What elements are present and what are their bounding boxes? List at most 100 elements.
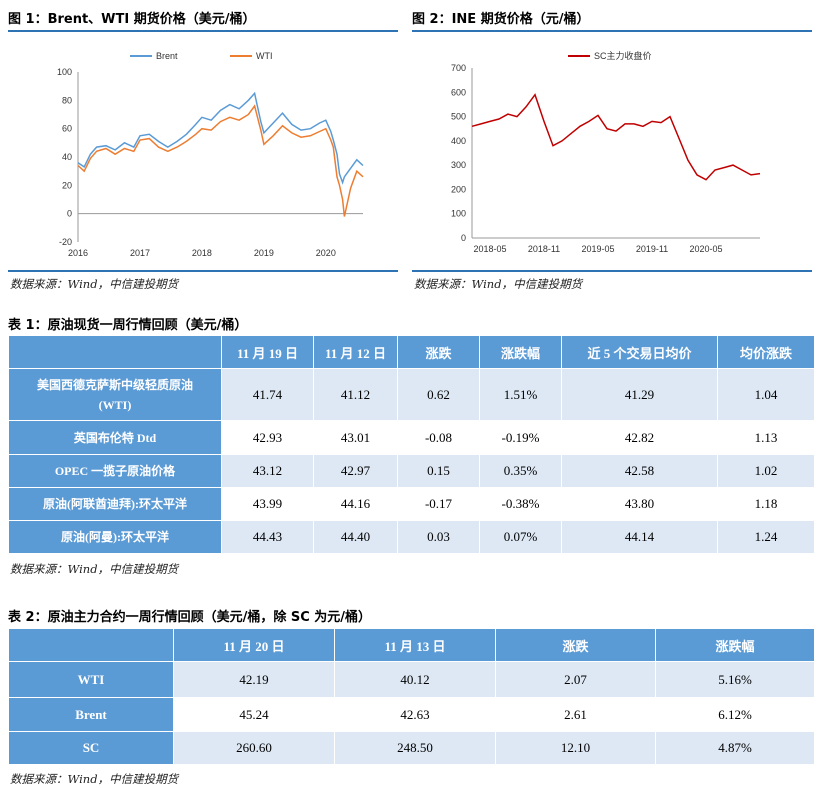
table-cell: 43.80 [561,487,718,521]
table-cell: 42.19 [173,661,335,698]
figure2-bottom-rule [412,270,812,272]
legend-label: Brent [156,51,178,61]
x-tick-label: 2019 [254,248,274,258]
table-cell: 0.62 [397,368,480,421]
table1: 11 月 19 日 11 月 12 日 涨跌 涨跌幅 近 5 个交易日均价 均价… [8,335,815,554]
table-cell: 1.51% [479,368,562,421]
table-cell: 43.01 [313,420,398,455]
series-line [471,93,761,181]
table1-source: 数据来源：Wind，中信建投期货 [10,562,179,576]
table-cell: 42.58 [561,454,718,488]
table-cell: 0.03 [397,520,480,554]
table1-header-cell: 11 月 12 日 [313,335,398,369]
table-cell: -0.17 [397,487,480,521]
table-cell: 1.04 [717,368,815,421]
y-tick-label: 700 [451,63,466,73]
table-cell: 41.74 [221,368,314,421]
y-tick-label: 600 [451,87,466,97]
y-tick-label: 20 [62,180,72,190]
y-tick-label: 400 [451,136,466,146]
y-tick-label: 100 [57,67,72,77]
table-cell: 1.13 [717,420,815,455]
row-label-line1: 美国西德克萨斯中级轻质原油 [36,377,193,392]
table2-header-cell: 涨跌幅 [655,628,815,662]
table2-header-row: 11 月 20 日 11 月 13 日 涨跌 涨跌幅 [8,628,815,662]
row-label: WTI [8,661,174,698]
table-cell: 2.61 [495,697,656,732]
row-label: 原油(阿联酋迪拜):环太平洋 [8,487,222,521]
table1-header-cell: 均价涨跌 [717,335,815,369]
table-cell: 43.99 [221,487,314,521]
table2-source: 数据来源：Wind，中信建投期货 [10,772,179,786]
series-line [77,104,364,217]
x-tick-label: 2018 [192,248,212,258]
table-cell: 44.40 [313,520,398,554]
table-cell: 1.24 [717,520,815,554]
figure1-bottom-rule [8,270,398,272]
table-cell: 42.63 [334,697,496,732]
y-tick-label: 500 [451,112,466,122]
y-tick-label: 60 [62,124,72,134]
y-tick-label: 0 [67,209,72,219]
table-cell: 260.60 [173,731,335,765]
figure1-source: 数据来源：Wind，中信建投期货 [10,277,179,291]
table-cell: 44.43 [221,520,314,554]
row-label-line2: (WTI) [98,397,132,412]
figure1-rule [8,30,398,32]
table1-header-cell: 11 月 19 日 [221,335,314,369]
row-label: SC [8,731,174,765]
table-row: 英国布伦特 Dtd 42.93 43.01 -0.08 -0.19% 42.82… [8,420,815,455]
table2-header-cell: 涨跌 [495,628,656,662]
table-cell: 44.14 [561,520,718,554]
table2: 11 月 20 日 11 月 13 日 涨跌 涨跌幅 WTI 42.19 40.… [8,628,815,765]
table-cell: 2.07 [495,661,656,698]
y-tick-label: 40 [62,152,72,162]
table-cell: 41.12 [313,368,398,421]
x-tick-label: 2016 [68,248,88,258]
table-row: 美国西德克萨斯中级轻质原油 (WTI) 41.74 41.12 0.62 1.51… [8,368,815,421]
table-cell: 0.15 [397,454,480,488]
table-cell: -0.38% [479,487,562,521]
table-cell: 44.16 [313,487,398,521]
table-cell: 0.07% [479,520,562,554]
y-tick-label: 0 [461,233,466,243]
row-label: Brent [8,697,174,732]
table-cell: 43.12 [221,454,314,488]
table-cell: 12.10 [495,731,656,765]
x-tick-label: 2019-05 [581,244,614,254]
table-cell: 1.18 [717,487,815,521]
x-tick-label: 2020-05 [689,244,722,254]
table1-header-cell: 涨跌幅 [479,335,562,369]
table-cell: 5.16% [655,661,815,698]
table-cell: 6.12% [655,697,815,732]
table-cell: 41.29 [561,368,718,421]
x-tick-label: 2018-05 [473,244,506,254]
table-cell: 0.35% [479,454,562,488]
legend-label: WTI [256,51,273,61]
table1-title: 表 1：原油现货一周行情回顾（美元/桶） [8,318,248,333]
row-label: 英国布伦特 Dtd [8,420,222,455]
table-row: 原油(阿曼):环太平洋 44.43 44.40 0.03 0.07% 44.14… [8,520,815,554]
table1-header-row: 11 月 19 日 11 月 12 日 涨跌 涨跌幅 近 5 个交易日均价 均价… [8,335,815,369]
series-line [77,91,364,185]
x-tick-label: 2017 [130,248,150,258]
y-tick-label: -20 [59,237,72,247]
table-cell: 1.02 [717,454,815,488]
table-cell: -0.08 [397,420,480,455]
figure2-source: 数据来源：Wind，中信建投期货 [414,277,583,291]
row-label: 原油(阿曼):环太平洋 [8,520,222,554]
table-row: SC 260.60 248.50 12.10 4.87% [8,731,815,765]
x-tick-label: 2018-11 [528,244,560,254]
y-tick-label: 80 [62,95,72,105]
x-tick-label: 2020 [316,248,336,258]
y-tick-label: 200 [451,184,466,194]
table-cell: -0.19% [479,420,562,455]
figure1-title: 图 1：Brent、WTI 期货价格（美元/桶） [8,12,256,27]
table-cell: 42.82 [561,420,718,455]
table2-header-cell [8,628,174,662]
figure2-title: 图 2：INE 期货价格（元/桶） [412,12,590,27]
chart1-brent-wti: -20 0 20 40 60 80 100 2016 2017 2018 2019 2020 Brent… [57,51,364,258]
table1-header-cell: 涨跌 [397,335,480,369]
y-tick-label: 300 [451,160,466,170]
legend-label: SC主力收盘价 [594,50,652,61]
